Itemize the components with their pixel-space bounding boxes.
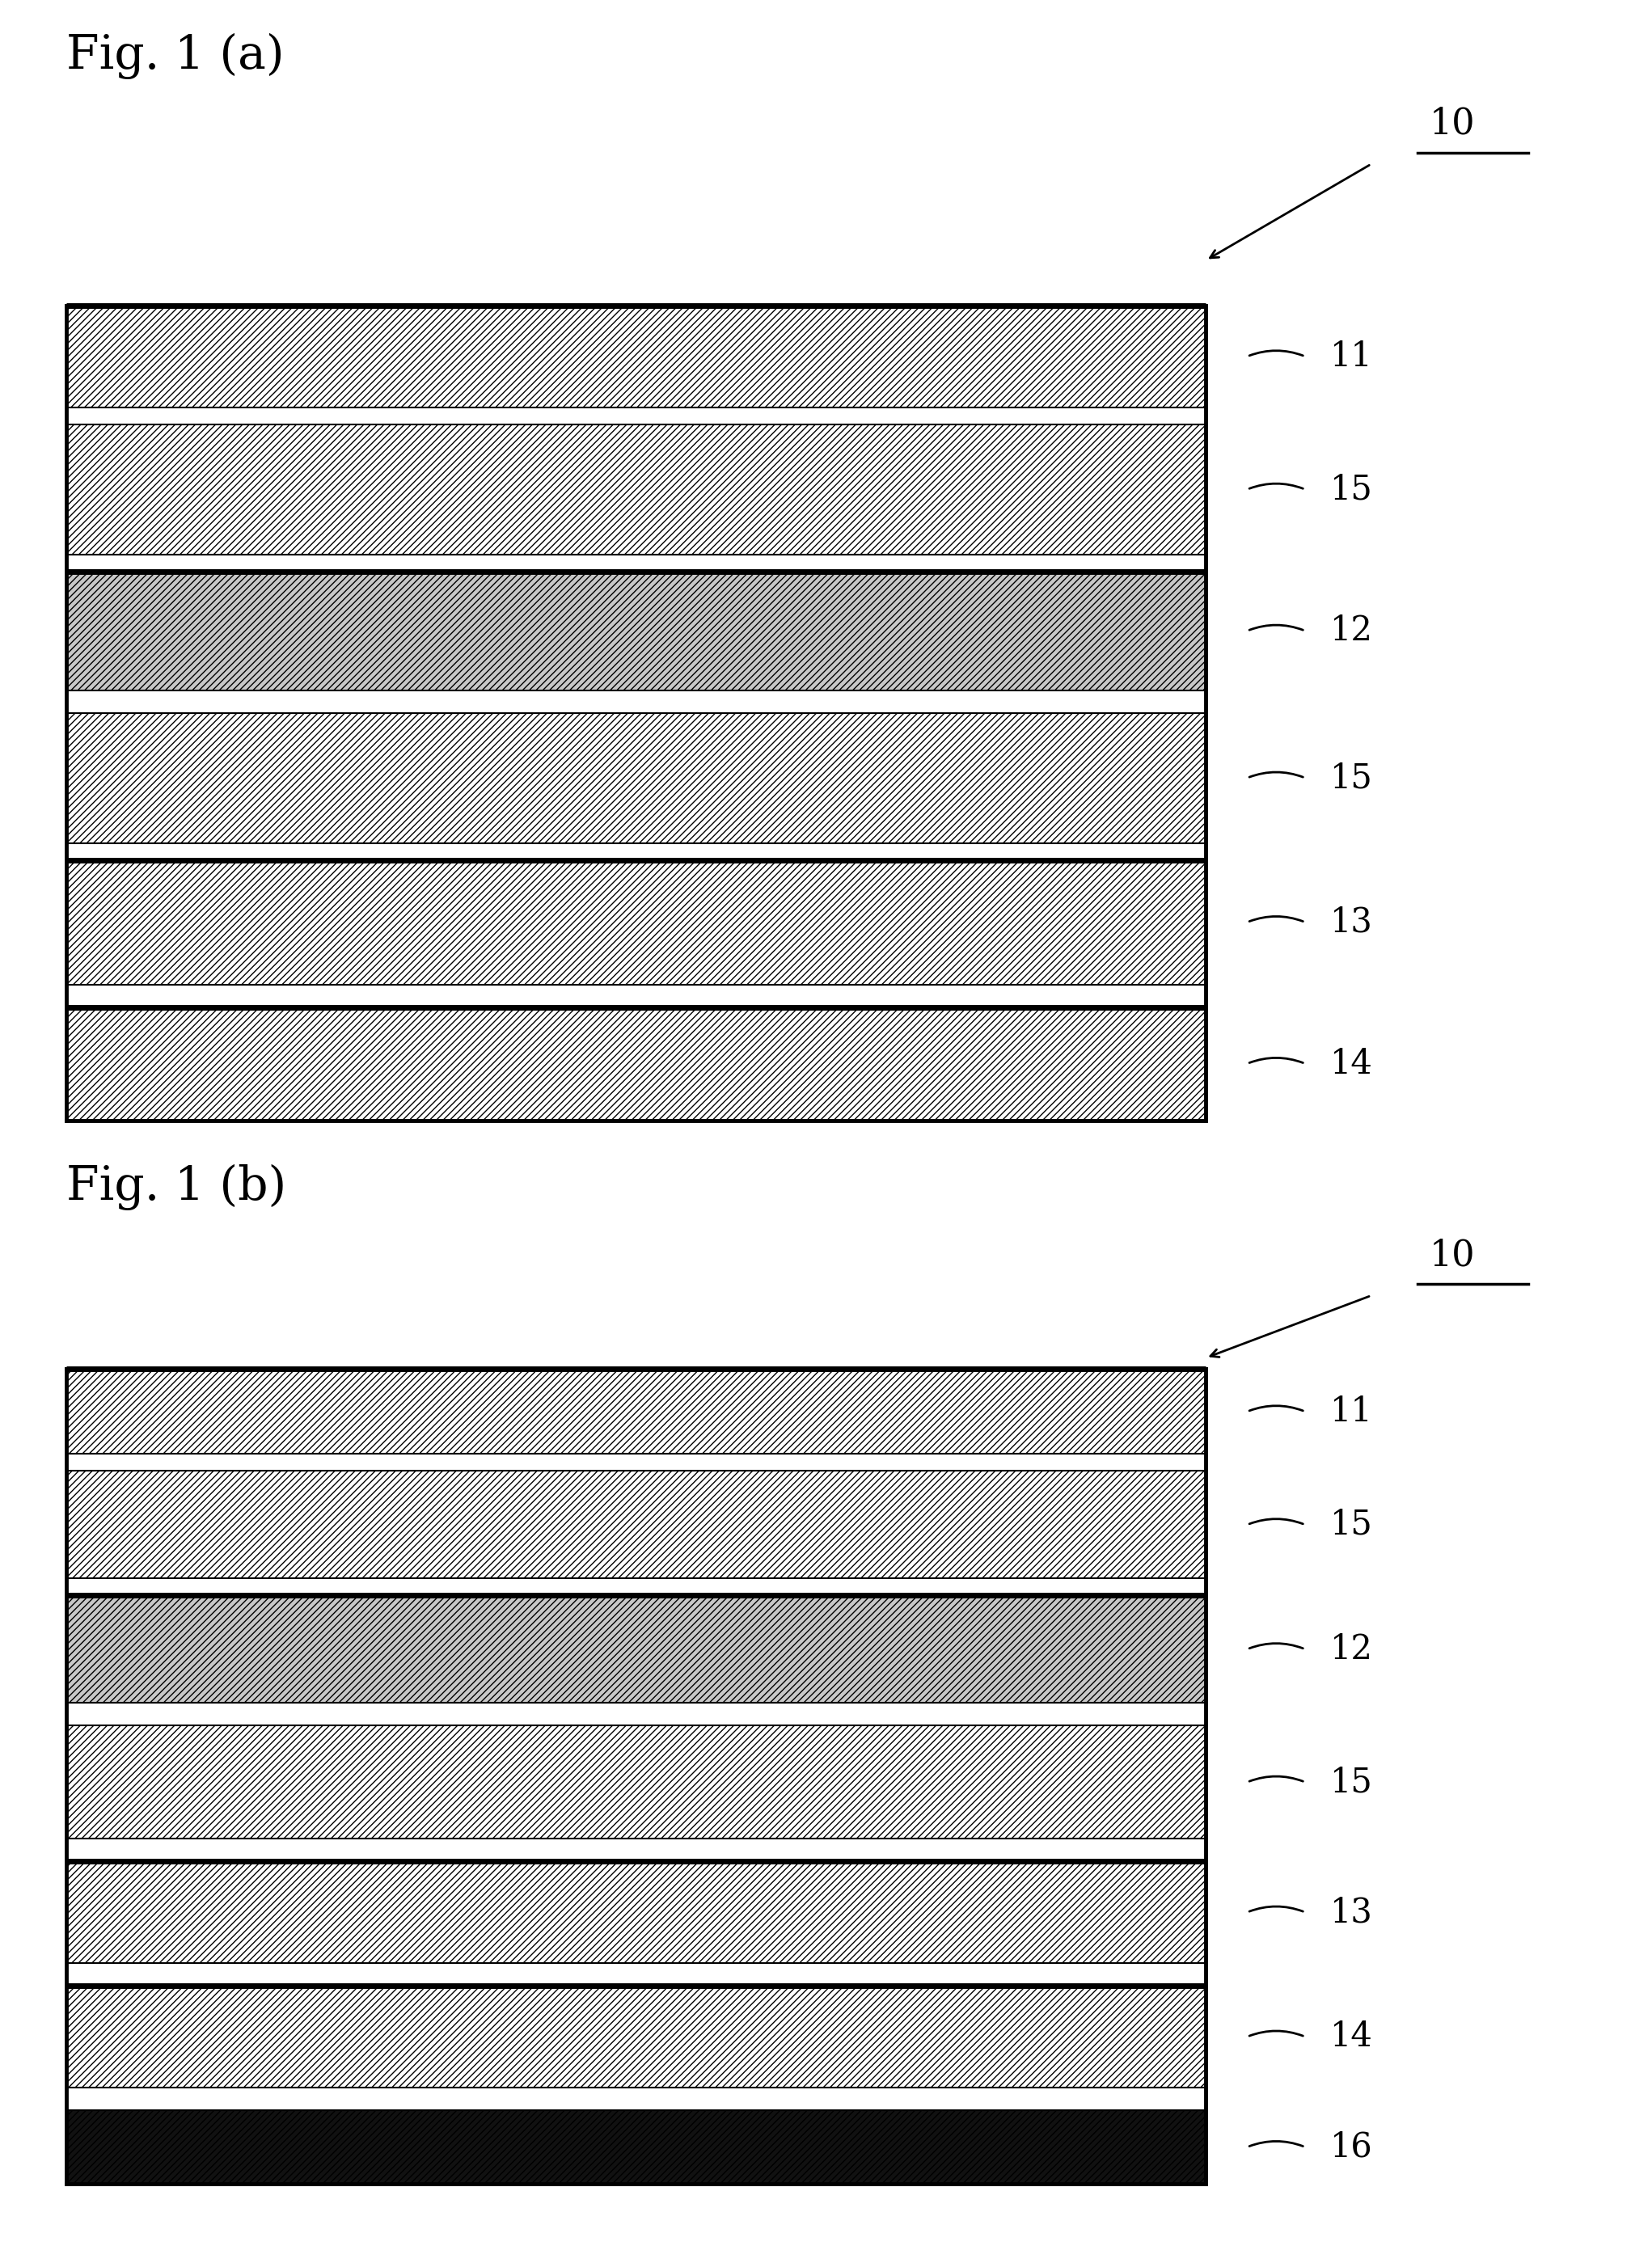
Bar xyxy=(66,573,1206,690)
Text: 15: 15 xyxy=(1330,473,1373,507)
Bar xyxy=(66,573,1206,690)
Text: 11: 11 xyxy=(1330,339,1373,373)
Bar xyxy=(66,306,1206,407)
Text: 12: 12 xyxy=(1330,1632,1373,1666)
Text: 12: 12 xyxy=(1330,613,1373,647)
Bar xyxy=(66,1369,1206,1455)
Text: 13: 13 xyxy=(1330,1894,1373,1930)
Bar xyxy=(66,860,1206,984)
Bar xyxy=(66,1860,1206,1962)
Bar xyxy=(66,713,1206,844)
Bar xyxy=(66,860,1206,984)
Bar xyxy=(66,1471,1206,1580)
Text: 15: 15 xyxy=(1330,760,1373,794)
Bar xyxy=(66,1987,1206,2086)
Bar xyxy=(66,1471,1206,1580)
Bar xyxy=(66,425,1206,554)
Text: Fig. 1 (b): Fig. 1 (b) xyxy=(66,1165,286,1211)
Bar xyxy=(66,1595,1206,1704)
Text: 14: 14 xyxy=(1330,2019,1373,2055)
Text: 10: 10 xyxy=(1429,106,1475,143)
Bar xyxy=(66,1007,1206,1120)
Bar xyxy=(66,1860,1206,1962)
Text: 13: 13 xyxy=(1330,905,1373,939)
Text: 10: 10 xyxy=(1429,1238,1475,1272)
Bar xyxy=(66,1369,1206,1455)
Bar xyxy=(66,2109,1206,2184)
Bar xyxy=(66,1727,1206,1838)
Text: 16: 16 xyxy=(1330,2129,1373,2163)
Bar xyxy=(66,306,1206,407)
Text: 15: 15 xyxy=(1330,1765,1373,1799)
Bar xyxy=(66,1007,1206,1120)
Bar xyxy=(66,1727,1206,1838)
Bar xyxy=(66,1987,1206,2086)
Text: 14: 14 xyxy=(1330,1046,1373,1082)
Text: 11: 11 xyxy=(1330,1394,1373,1428)
Bar xyxy=(66,2109,1206,2184)
Text: Fig. 1 (a): Fig. 1 (a) xyxy=(66,34,284,79)
Bar xyxy=(66,425,1206,554)
Text: 15: 15 xyxy=(1330,1507,1373,1541)
Bar xyxy=(66,713,1206,844)
Bar xyxy=(66,1595,1206,1704)
